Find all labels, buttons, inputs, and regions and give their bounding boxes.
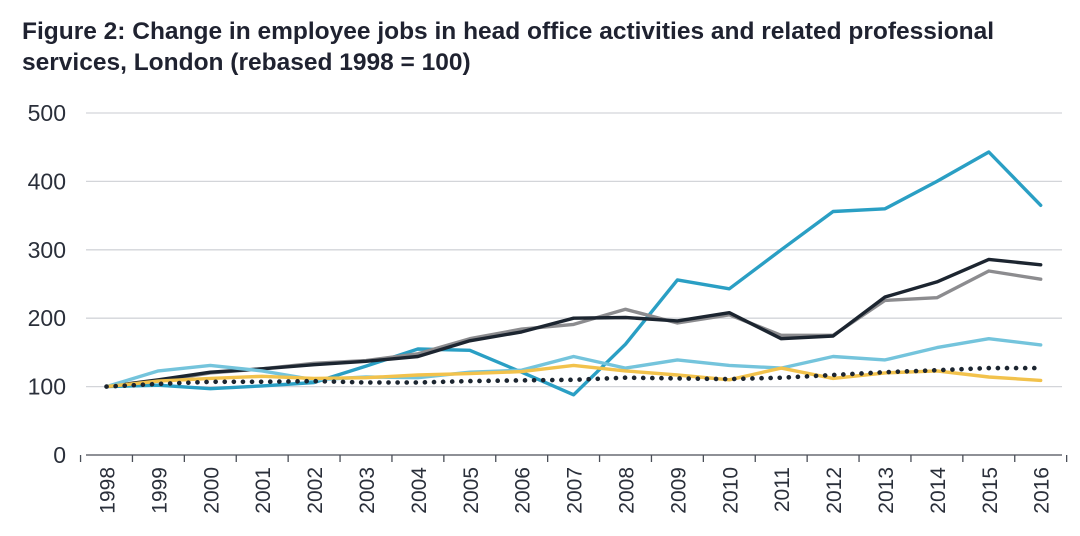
y-axis-tick-labels: 0 100 200 300 400 500 [28, 100, 66, 468]
y-tick-label: 0 [53, 442, 66, 468]
x-tick-label-2010: 2010 [719, 467, 742, 514]
x-tick-label-2007: 2007 [564, 467, 587, 514]
x-tick-label-2001: 2001 [252, 467, 275, 514]
chart-title-line-2: services, London (rebased 1998 = 100) [22, 49, 471, 76]
y-tick-label: 300 [28, 237, 66, 263]
y-tick-label: 400 [28, 168, 66, 194]
x-tick-label-2004: 2004 [408, 467, 431, 514]
x-tick-label-2003: 2003 [356, 467, 379, 514]
x-axis [79, 454, 1068, 462]
x-tick-label-2016: 2016 [1031, 467, 1054, 514]
series-line-3 [104, 257, 1043, 389]
y-tick-label: 200 [28, 305, 66, 331]
series-line-1 [104, 150, 1043, 397]
y-tick-label: 500 [28, 100, 66, 126]
series-line-4 [104, 337, 1043, 389]
x-tick-label-2012: 2012 [823, 467, 846, 514]
x-tick-label-2008: 2008 [616, 467, 639, 514]
gridlines [86, 112, 1062, 388]
x-tick-label-2002: 2002 [304, 467, 327, 514]
chart-title-line-1: Figure 2: Change in employee jobs in hea… [22, 18, 995, 45]
x-tick-label-2014: 2014 [927, 467, 950, 514]
x-tick-label-2005: 2005 [460, 467, 483, 514]
series-line-5 [104, 363, 1043, 389]
y-tick-label: 100 [28, 374, 66, 400]
x-tick-label-1999: 1999 [148, 467, 171, 514]
x-tick-label-1998: 1998 [97, 467, 120, 514]
x-tick-label-2011: 2011 [771, 467, 794, 512]
chart-title: Figure 2: Change in employee jobs in hea… [22, 16, 1072, 78]
x-axis-tick-labels: 1998 1999 2000 2001 2002 2003 2004 2005 2006 2007… [97, 467, 1054, 514]
x-tick-label-2013: 2013 [875, 467, 898, 514]
x-tick-label-2006: 2006 [512, 467, 535, 514]
series-line-6 [104, 365, 1043, 389]
series-lines [104, 150, 1043, 397]
x-tick-label-2009: 2009 [667, 467, 690, 514]
x-tick-label-2015: 2015 [979, 467, 1002, 514]
x-tick-label-2000: 2000 [200, 467, 223, 514]
